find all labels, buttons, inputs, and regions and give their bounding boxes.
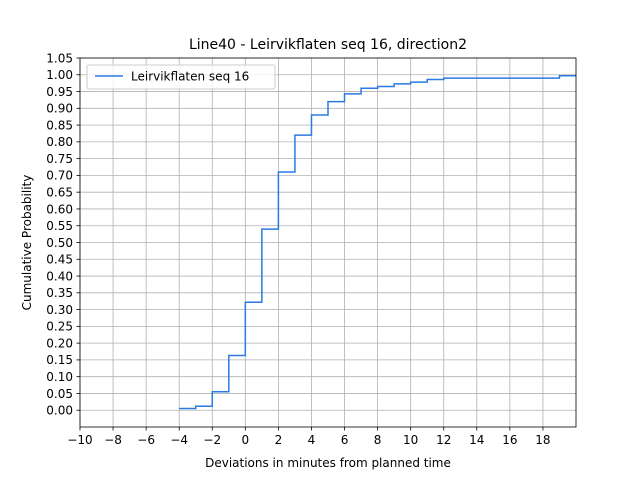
y-tick-label: 1.05 <box>46 51 73 65</box>
y-tick-label: 0.90 <box>46 102 73 116</box>
x-tick-label: 16 <box>502 433 517 447</box>
y-tick-label: 0.45 <box>46 253 73 267</box>
y-tick-label: 0.20 <box>46 336 73 350</box>
series-layer <box>179 75 577 410</box>
grid <box>79 57 576 427</box>
y-tick-label: 0.50 <box>46 236 73 250</box>
y-tick-label: 0.55 <box>46 219 73 233</box>
y-tick-label: 1.00 <box>46 68 73 82</box>
x-tick-label: −6 <box>137 433 155 447</box>
x-tick-label: 10 <box>403 433 418 447</box>
y-tick-label: 0.05 <box>46 387 73 401</box>
y-tick-label: 0.35 <box>46 286 73 300</box>
y-tick-label: 0.75 <box>46 152 73 166</box>
x-tick-label: −2 <box>203 433 221 447</box>
y-tick-label: 0.95 <box>46 85 73 99</box>
y-tick-label: 0.80 <box>46 135 73 149</box>
y-tick-label: 0.25 <box>46 320 73 334</box>
y-tick-label: 0.65 <box>46 185 73 199</box>
x-axis-title: Deviations in minutes from planned time <box>205 456 451 470</box>
x-tick-label: 18 <box>535 433 550 447</box>
y-tick-label: 0.70 <box>46 169 73 183</box>
chart-title: Line40 - Leirvikflaten seq 16, direction… <box>189 37 467 53</box>
x-tick-label: −10 <box>67 433 92 447</box>
legend-box <box>86 64 276 90</box>
x-tick-label: 8 <box>374 433 382 447</box>
legend-label: Leirvikflaten seq 16 <box>131 70 249 84</box>
y-tick-label: 0.15 <box>46 353 73 367</box>
x-tick-label: −4 <box>170 433 188 447</box>
x-tick-label: 0 <box>242 433 250 447</box>
y-tick-label: 0.00 <box>46 404 73 418</box>
y-axis: 0.00 0.05 0.10 0.15 0.20 0.25 0.30 0.35 0.40 0.45… <box>46 51 80 418</box>
x-tick-label: 2 <box>275 433 283 447</box>
y-tick-label: 0.60 <box>46 202 73 216</box>
y-tick-label: 0.10 <box>46 370 73 384</box>
legend: Leirvikflaten seq 16 <box>86 64 276 90</box>
x-tick-label: 6 <box>341 433 349 447</box>
x-tick-label: 4 <box>308 433 316 447</box>
x-axis: −10 −8 −6 −4 −2 0 2 4 6 8 10 12 14 16 18 <box>67 427 551 447</box>
y-tick-label: 0.40 <box>46 269 73 283</box>
x-tick-label: 12 <box>436 433 451 447</box>
series-line <box>179 75 576 410</box>
x-tick-label: −8 <box>104 433 122 447</box>
y-tick-label: 0.30 <box>46 303 73 317</box>
y-axis-title: Cumulative Probability <box>20 175 34 311</box>
x-tick-label: 14 <box>469 433 484 447</box>
y-tick-label: 0.85 <box>46 118 73 132</box>
